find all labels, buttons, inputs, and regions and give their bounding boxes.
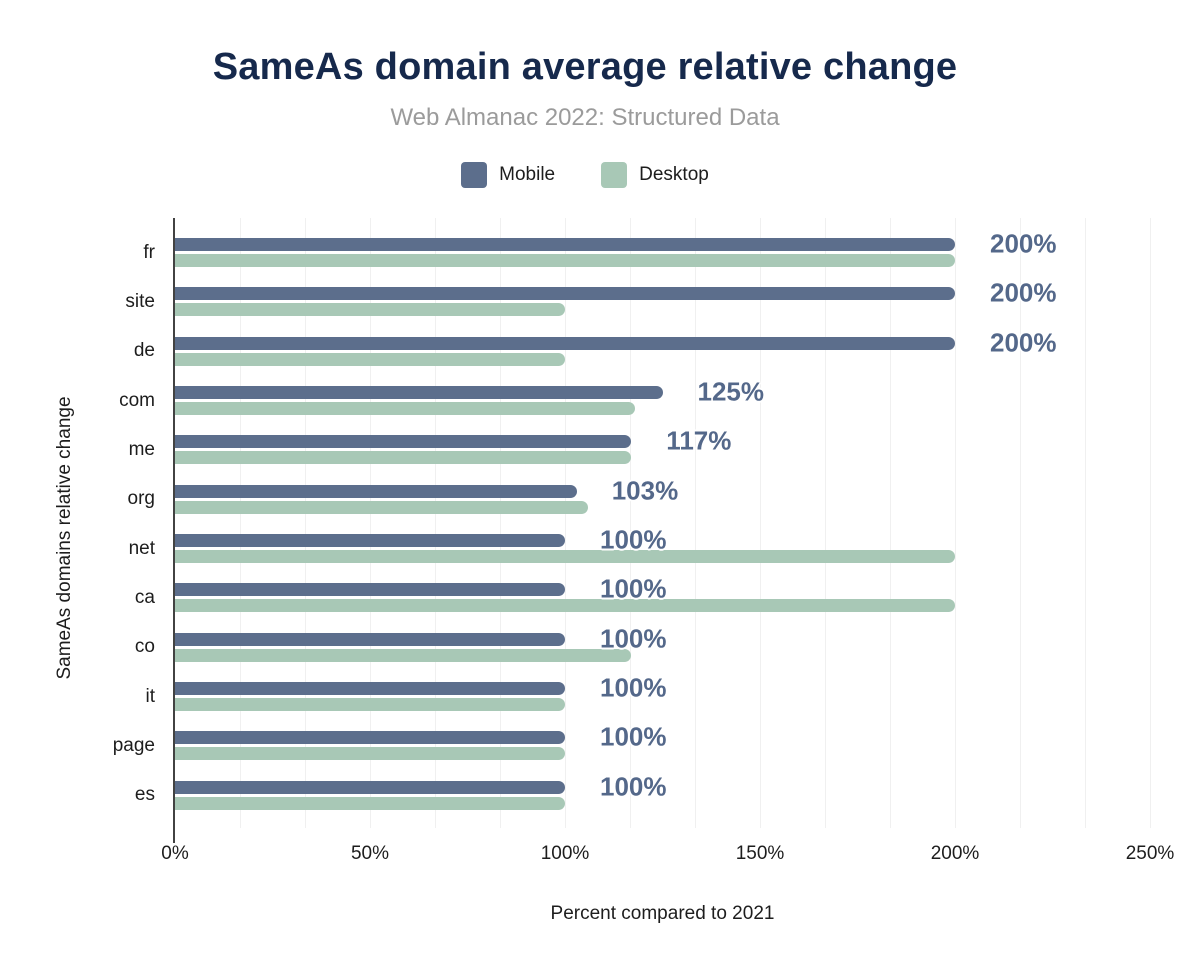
bar-mobile-site bbox=[175, 287, 955, 301]
value-annotation-fr: 200% bbox=[990, 228, 1057, 259]
bar-desktop-es bbox=[175, 796, 565, 810]
gridline bbox=[955, 218, 956, 828]
bar-desktop-it bbox=[175, 698, 565, 711]
legend-swatch-desktop bbox=[601, 162, 628, 188]
bar-mobile-com bbox=[175, 386, 663, 399]
gridline bbox=[630, 218, 631, 828]
gridline bbox=[760, 218, 761, 828]
bar-mobile-page bbox=[175, 731, 565, 745]
gridline bbox=[825, 218, 826, 828]
category-label-ca: ca bbox=[134, 586, 155, 608]
value-annotation-it: 100% bbox=[600, 672, 667, 703]
category-label-it: it bbox=[145, 685, 156, 707]
legend-item-desktop: Desktop bbox=[601, 162, 709, 188]
legend-label: Desktop bbox=[639, 164, 709, 185]
bar-desktop-me bbox=[175, 451, 632, 465]
x-tick-label-150: 150% bbox=[735, 843, 785, 864]
category-label-de: de bbox=[133, 340, 155, 362]
category-label-es: es bbox=[134, 784, 155, 806]
x-axis-title: Percent compared to 2021 bbox=[550, 903, 775, 924]
row-de: de 200% bbox=[134, 327, 1150, 376]
gridline bbox=[305, 218, 306, 828]
value-annotation-com: 125% bbox=[697, 376, 765, 407]
category-label-page: page bbox=[112, 734, 155, 756]
bar-mobile-co bbox=[175, 632, 565, 646]
category-label-site: site bbox=[125, 290, 155, 312]
category-label-org: org bbox=[127, 488, 155, 510]
legend: Mobile Desktop bbox=[0, 162, 1170, 188]
category-label-co: co bbox=[134, 636, 155, 658]
bar-desktop-com bbox=[175, 402, 636, 415]
bar-rows: fr 200% site 200% de 200% com 125% me 117% org 103%… bbox=[113, 228, 1150, 820]
value-annotation-me: 117% bbox=[666, 425, 732, 456]
gridline bbox=[890, 218, 891, 828]
gridline bbox=[370, 218, 371, 828]
value-annotation-page: 100% bbox=[600, 721, 667, 752]
row-com: com 125% bbox=[119, 376, 1150, 425]
legend-item-mobile: Mobile bbox=[461, 162, 555, 188]
chart-subtitle: Web Almanac 2022: Structured Data bbox=[390, 104, 780, 131]
bar-desktop-page bbox=[175, 747, 565, 761]
bar-mobile-net bbox=[175, 534, 565, 547]
row-site: site 200% bbox=[125, 277, 1150, 326]
category-label-fr: fr bbox=[143, 241, 155, 263]
y-axis-line bbox=[173, 218, 175, 843]
legend-label: Mobile bbox=[499, 164, 556, 185]
x-tick-label-200: 200% bbox=[930, 843, 980, 864]
value-annotation-site: 200% bbox=[990, 277, 1057, 308]
row-ca: ca 100% bbox=[135, 573, 1150, 622]
gridline bbox=[240, 218, 241, 828]
value-annotation-org: 103% bbox=[611, 475, 679, 506]
bar-desktop-net bbox=[175, 550, 955, 563]
row-org: org 103% bbox=[128, 475, 1150, 524]
value-annotation-es: 100% bbox=[600, 771, 667, 802]
gridline bbox=[500, 218, 501, 828]
category-label-me: me bbox=[128, 438, 155, 460]
value-annotation-de: 200% bbox=[990, 327, 1057, 358]
gridline bbox=[1085, 218, 1086, 828]
row-co: co 100% bbox=[135, 623, 1150, 672]
chart-title: SameAs domain average relative change bbox=[212, 46, 958, 88]
category-label-com: com bbox=[119, 389, 155, 411]
category-label-net: net bbox=[128, 537, 155, 559]
bar-desktop-de bbox=[175, 352, 565, 366]
bar-mobile-fr bbox=[175, 238, 955, 251]
bar-mobile-ca bbox=[175, 583, 565, 597]
row-es: es 100% bbox=[135, 771, 1150, 820]
bar-desktop-site bbox=[175, 303, 565, 317]
x-tick-label-100: 100% bbox=[540, 843, 590, 864]
gridline bbox=[435, 218, 436, 828]
value-annotation-ca: 100% bbox=[600, 573, 667, 604]
y-axis-title: SameAs domains relative change bbox=[54, 396, 75, 680]
x-tick-label-50: 50% bbox=[350, 843, 390, 864]
gridline bbox=[695, 218, 696, 828]
bar-mobile-it bbox=[175, 682, 565, 695]
gridline bbox=[1150, 218, 1151, 828]
row-fr: fr 200% bbox=[143, 228, 1150, 277]
bar-mobile-es bbox=[175, 780, 565, 794]
row-it: it 100% bbox=[146, 672, 1150, 721]
gridline bbox=[565, 218, 566, 828]
bar-desktop-ca bbox=[175, 599, 955, 613]
plot-area: fr 200% site 200% de 200% com 125% me 117% org 103%… bbox=[113, 218, 1151, 843]
row-net: net 100% bbox=[129, 524, 1150, 573]
value-annotation-net: 100% bbox=[600, 524, 667, 555]
bar-mobile-me bbox=[175, 435, 632, 449]
bar-desktop-fr bbox=[175, 254, 955, 267]
legend-swatch-mobile bbox=[461, 162, 488, 188]
gridline bbox=[1020, 218, 1021, 828]
row-me: me 117% bbox=[129, 425, 1150, 474]
x-tick-label-0: 0% bbox=[161, 843, 189, 864]
value-annotation-co: 100% bbox=[600, 623, 667, 654]
bar-mobile-org bbox=[175, 484, 577, 498]
x-tick-label-250: 250% bbox=[1125, 843, 1175, 864]
bar-mobile-de bbox=[175, 336, 955, 350]
row-page: page 100% bbox=[113, 721, 1150, 770]
bar-desktop-co bbox=[175, 648, 632, 662]
bar-desktop-org bbox=[175, 500, 589, 514]
